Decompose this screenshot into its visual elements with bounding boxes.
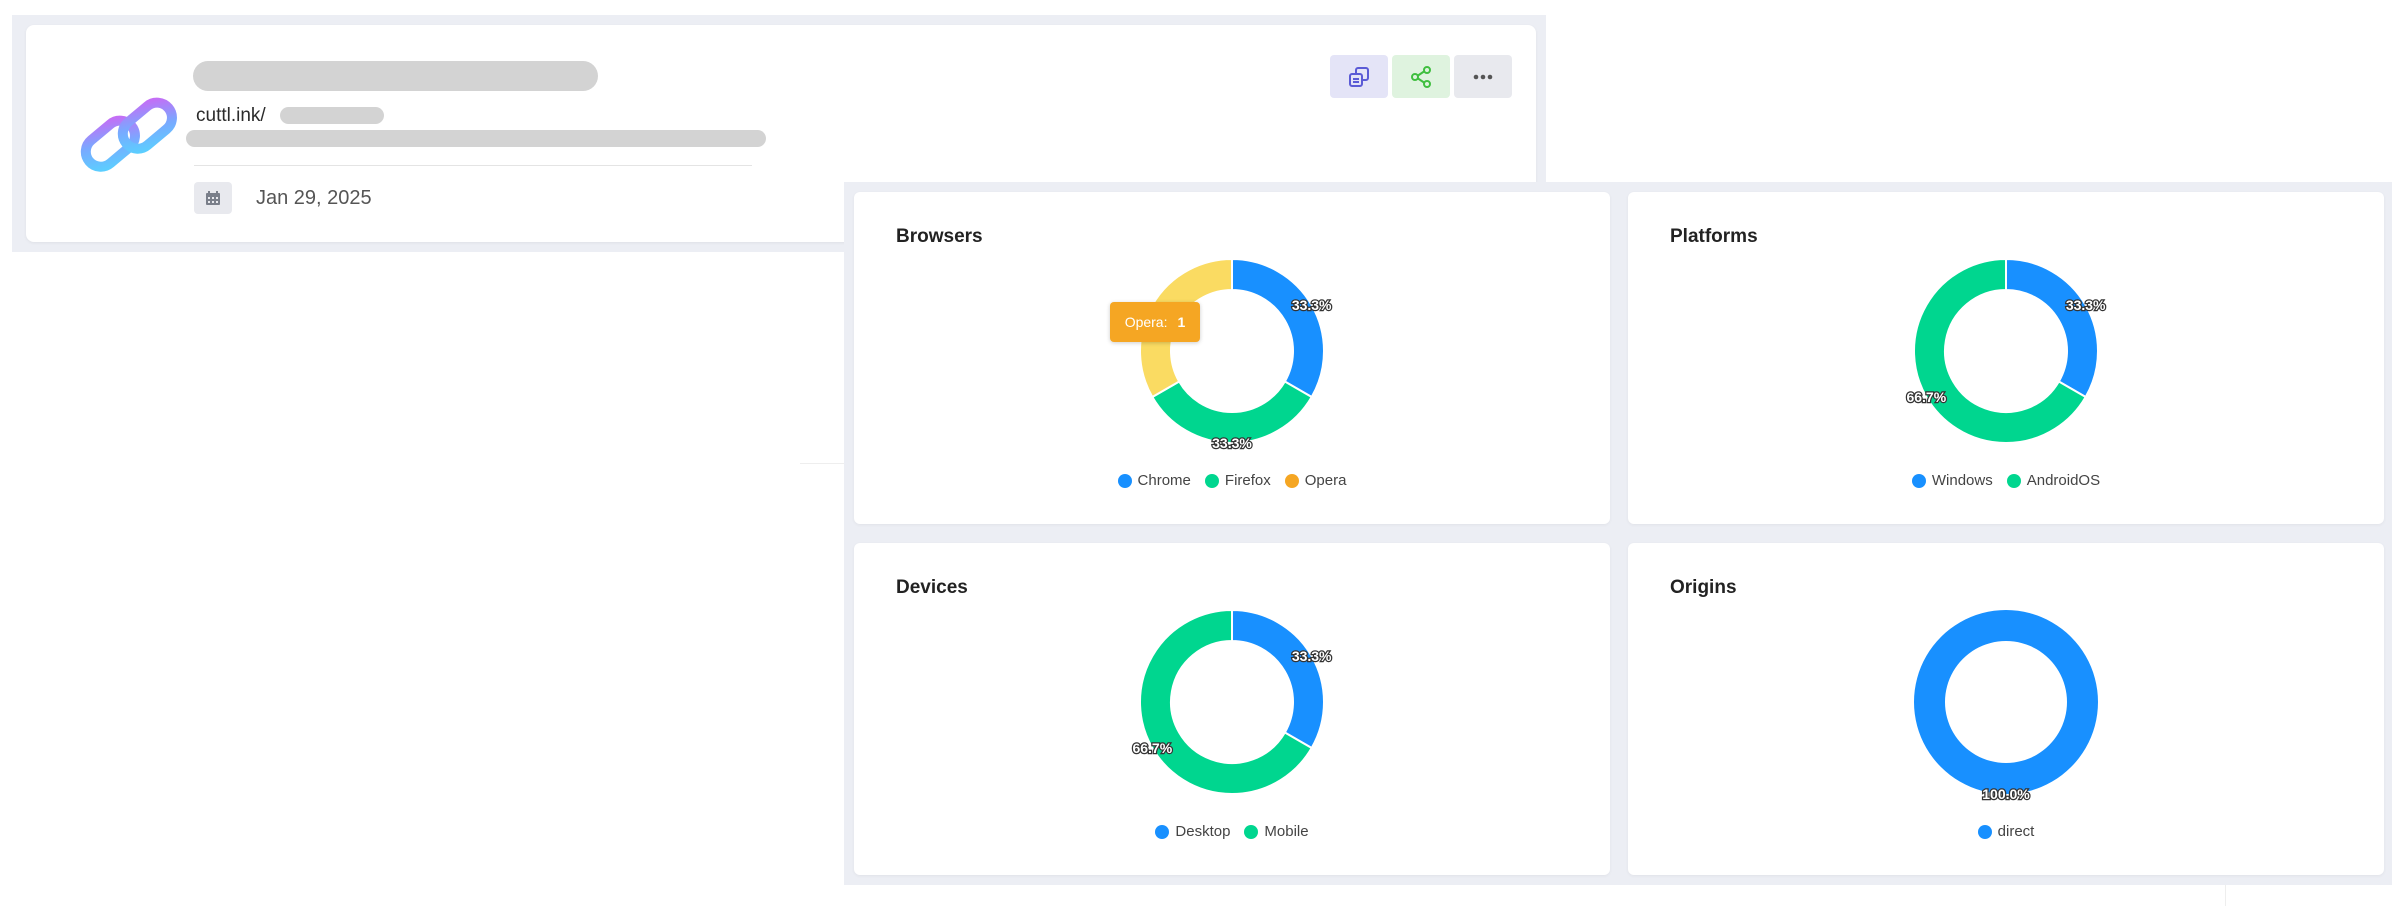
copy-icon	[1349, 66, 1369, 87]
share-button[interactable]	[1392, 55, 1450, 98]
origins-card: Origins 100.0% direct	[1628, 543, 2384, 875]
legend-label: Opera	[1304, 472, 1347, 489]
donut-slice-chrome[interactable]	[1231, 257, 1325, 399]
legend-item-direct[interactable]: direct	[1977, 823, 2035, 840]
slice-percent-label: 66.7%	[1132, 740, 1172, 756]
chart-tooltip: Opera: 1	[1110, 302, 1200, 342]
platforms-card: Platforms 33.3% 66.7% Windows AndroidOS	[1628, 192, 2384, 524]
platforms-donut-chart: 33.3% 66.7%	[1905, 257, 2107, 444]
legend-dot	[1911, 473, 1926, 488]
slice-percent-label: 33.3%	[1212, 435, 1252, 451]
short-url-prefix[interactable]: cuttl.ink/	[196, 105, 266, 126]
calendar-icon	[194, 182, 232, 214]
link-panel: cuttl.ink/ Jan 29, 2025	[12, 15, 1546, 252]
card-title: Devices	[896, 577, 968, 598]
chart-legend: direct	[1628, 823, 2384, 840]
chart-legend: Chrome Firefox Opera	[854, 472, 1610, 489]
legend-label: Mobile	[1264, 823, 1309, 840]
legend-dot	[1117, 473, 1132, 488]
legend-label: direct	[1997, 823, 2035, 840]
legend-item-firefox[interactable]: Firefox	[1204, 472, 1271, 489]
slice-percent-label: 100.0%	[1982, 786, 2030, 802]
legend-dot	[1204, 473, 1219, 488]
browsers-card: Browsers 33.3% 33.3% Chrome Firefox Opera O…	[854, 192, 1610, 524]
chain-link-logo-icon	[80, 97, 177, 172]
legend-dot	[2006, 473, 2021, 488]
legend-item-desktop[interactable]: Desktop	[1155, 823, 1230, 840]
copy-button[interactable]	[1330, 55, 1388, 98]
more-horizontal-icon	[1473, 74, 1493, 79]
legend-label: AndroidOS	[2026, 472, 2101, 489]
tooltip-label: Opera:	[1124, 314, 1168, 330]
stats-panel: Browsers 33.3% 33.3% Chrome Firefox Opera O…	[844, 182, 2392, 885]
card-title: Origins	[1670, 577, 1737, 598]
legend-item-opera[interactable]: Opera	[1284, 472, 1347, 489]
card-title: Platforms	[1670, 226, 1758, 247]
chart-legend: Windows AndroidOS	[1628, 472, 2384, 489]
divider	[800, 463, 846, 464]
legend-label: Chrome	[1137, 472, 1191, 489]
divider	[194, 165, 752, 166]
legend-dot	[1284, 473, 1299, 488]
short-url-slug-placeholder	[280, 107, 384, 124]
browsers-donut-chart: 33.3% 33.3%	[1139, 257, 1333, 452]
tooltip-value: 1	[1177, 314, 1186, 330]
donut-slice-windows[interactable]	[2005, 257, 2099, 399]
legend-item-mobile[interactable]: Mobile	[1244, 823, 1309, 840]
slice-percent-label: 66.7%	[1906, 389, 1946, 405]
link-title-placeholder	[193, 61, 598, 91]
donut-slice-firefox[interactable]	[1150, 380, 1314, 444]
card-title: Browsers	[896, 226, 983, 247]
legend-dot	[1244, 824, 1259, 839]
slice-percent-label: 33.3%	[2066, 297, 2106, 313]
divider	[2225, 884, 2226, 906]
legend-dot	[1977, 824, 1992, 839]
more-options-button[interactable]	[1454, 55, 1512, 98]
legend-item-chrome[interactable]: Chrome	[1117, 472, 1191, 489]
legend-dot	[1155, 824, 1170, 839]
created-date: Jan 29, 2025	[256, 187, 372, 209]
legend-item-windows[interactable]: Windows	[1911, 472, 1993, 489]
legend-label: Windows	[1931, 472, 1993, 489]
donut-slice-direct[interactable]	[1913, 610, 2098, 794]
donut-slice-desktop[interactable]	[1231, 608, 1325, 750]
slice-percent-label: 33.3%	[1292, 648, 1332, 664]
share-icon	[1411, 65, 1431, 88]
legend-label: Firefox	[1224, 472, 1271, 489]
legend-item-androidos[interactable]: AndroidOS	[2006, 472, 2101, 489]
devices-donut-chart: 33.3% 66.7%	[1131, 608, 1333, 795]
slice-percent-label: 33.3%	[1292, 297, 1332, 313]
donut-slice-androidos[interactable]	[1913, 257, 2088, 444]
devices-card: Devices 33.3% 66.7% Desktop Mobile	[854, 543, 1610, 875]
donut-slice-mobile[interactable]	[1139, 608, 1314, 795]
destination-url-placeholder	[186, 130, 766, 147]
legend-label: Desktop	[1175, 823, 1231, 840]
chart-legend: Desktop Mobile	[854, 823, 1610, 840]
origins-donut-chart: 100.0%	[1913, 610, 2098, 803]
